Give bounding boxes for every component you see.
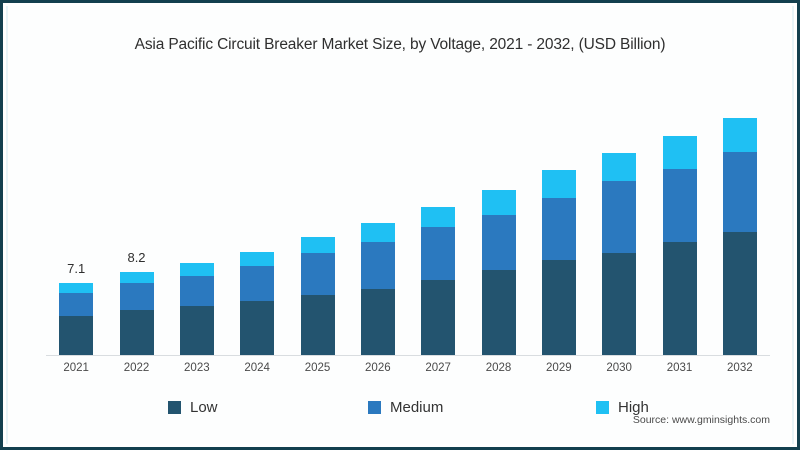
bar-segment-medium[interactable] <box>179 275 214 306</box>
legend-item-high[interactable]: High <box>596 396 649 418</box>
bar-segment-low[interactable] <box>662 241 697 356</box>
bar-segment-medium[interactable] <box>421 227 456 280</box>
bar-segment-medium[interactable] <box>59 293 94 316</box>
bar-segment-low[interactable] <box>541 260 576 356</box>
bar-segment-low[interactable] <box>300 295 335 356</box>
x-tick-2028: 2028 <box>485 362 512 374</box>
legend-label: Low <box>190 398 218 416</box>
bar-segment-low[interactable] <box>240 301 275 356</box>
bar-group[interactable] <box>179 263 214 356</box>
chart-canvas: Asia Pacific Circuit Breaker Market Size… <box>6 6 794 444</box>
bar-segment-medium[interactable] <box>602 180 637 253</box>
bar-segment-medium[interactable] <box>300 252 335 296</box>
bar-group[interactable]: 7.1 <box>59 261 94 356</box>
bar-segment-medium[interactable] <box>360 241 395 289</box>
x-tick-2021: 2021 <box>63 362 89 374</box>
bar-segment-low[interactable] <box>360 289 395 356</box>
bar-value-label: 7.1 <box>67 260 86 276</box>
bar-segment-high[interactable] <box>662 136 697 170</box>
bar-group[interactable] <box>541 170 576 356</box>
bar-segment-high[interactable] <box>300 237 335 253</box>
x-tick-2031: 2031 <box>666 362 693 374</box>
legend-swatch-icon <box>168 400 181 414</box>
x-tick-2025: 2025 <box>304 362 331 374</box>
bar-group[interactable] <box>481 190 516 356</box>
legend-item-medium[interactable]: Medium <box>368 396 443 418</box>
bar-segment-high[interactable] <box>541 170 576 199</box>
legend-label: High <box>618 398 649 416</box>
x-tick-2024: 2024 <box>244 362 270 374</box>
x-tick-2030: 2030 <box>606 362 632 374</box>
bar-group[interactable] <box>421 206 456 356</box>
legend-swatch-icon <box>596 400 609 414</box>
x-tick-2023: 2023 <box>184 362 210 374</box>
plot-area: 7.1 8.2 <box>46 86 770 356</box>
bar-group[interactable] <box>240 251 275 356</box>
bar-segment-high[interactable] <box>240 251 275 267</box>
source-attribution: Source: www.gminsights.com <box>632 414 770 426</box>
page-title: Asia Pacific Circuit Breaker Market Size… <box>134 36 666 53</box>
legend-swatch-icon <box>368 400 381 414</box>
x-axis-tick-labels: 2021 2022 2023 2024 2025 2026 2027 2028 2029 2030… <box>46 362 770 380</box>
bar-segment-low[interactable] <box>179 305 214 356</box>
bar-segment-high[interactable] <box>481 190 516 215</box>
bar-group[interactable] <box>722 117 757 356</box>
bar-segment-low[interactable] <box>59 315 94 356</box>
legend-label: Medium <box>390 398 444 416</box>
bar-segment-low[interactable] <box>481 270 516 356</box>
bar-segment-high[interactable] <box>179 263 214 276</box>
bar-segment-high[interactable] <box>59 282 94 294</box>
bar-segment-low[interactable] <box>119 309 154 356</box>
bar-segment-high[interactable] <box>722 117 757 152</box>
bar-segment-low[interactable] <box>602 252 637 356</box>
bar-segment-medium[interactable] <box>240 266 275 302</box>
bar-segment-high[interactable] <box>421 206 456 228</box>
x-tick-2022: 2022 <box>123 362 150 374</box>
bar-segment-medium[interactable] <box>722 151 757 233</box>
bar-segment-low[interactable] <box>722 232 757 356</box>
bar-group[interactable] <box>662 136 697 356</box>
bar-segment-medium[interactable] <box>481 214 516 271</box>
chart-legend: Low Medium High <box>46 396 770 420</box>
bar-group[interactable] <box>300 237 335 356</box>
x-tick-2027: 2027 <box>425 362 451 374</box>
bar-group[interactable] <box>360 223 395 356</box>
legend-item-low[interactable]: Low <box>168 396 218 418</box>
x-tick-2026: 2026 <box>365 362 391 374</box>
bar-segment-high[interactable] <box>119 271 154 283</box>
bar-value-label: 8.2 <box>127 249 146 265</box>
x-axis-line <box>46 355 770 356</box>
bar-segment-high[interactable] <box>602 152 637 181</box>
bar-segment-low[interactable] <box>421 279 456 356</box>
bar-group[interactable] <box>602 152 637 356</box>
bar-segment-high[interactable] <box>360 223 395 242</box>
bar-segment-medium[interactable] <box>541 198 576 261</box>
x-tick-2029: 2029 <box>546 362 572 374</box>
bar-segment-medium[interactable] <box>662 169 697 242</box>
x-tick-2032: 2032 <box>727 362 753 374</box>
bar-segment-medium[interactable] <box>119 282 154 310</box>
bar-group[interactable]: 8.2 <box>119 250 154 356</box>
